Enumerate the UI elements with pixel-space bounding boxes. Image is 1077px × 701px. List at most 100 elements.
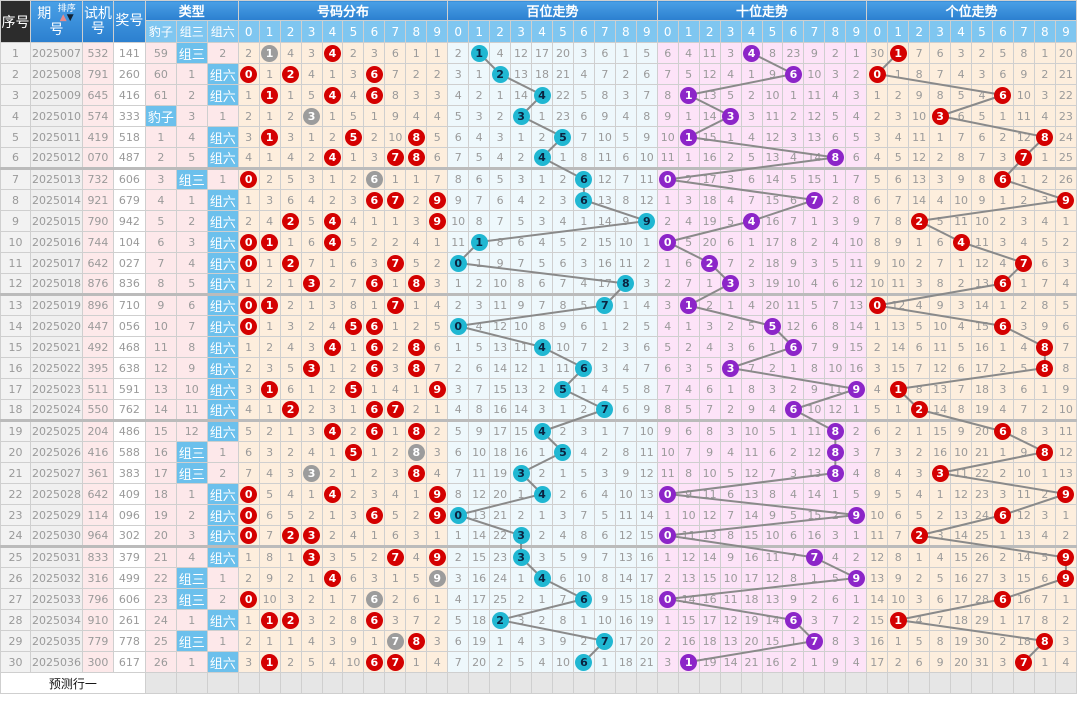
predict-cell[interactable] [1033,672,1056,694]
hundreds-cell: 17 [593,273,616,295]
header-issue-sort[interactable]: 期 排序 ▲▼ 号 [29,0,83,43]
tens-cell: 12 [677,545,700,568]
sort-toggle[interactable]: 排序 ▲▼ [58,5,76,23]
predict-cell[interactable] [971,672,993,694]
dist-ball: 1 [261,128,279,146]
predict-cell[interactable] [258,672,281,694]
dist-ball: 6 [365,317,383,335]
predict-cell[interactable] [531,672,553,694]
predict-cell[interactable] [489,672,512,694]
hundreds-cell: 6 [572,189,595,211]
units-cell: 8 [887,210,910,232]
predict-cell[interactable] [468,672,491,694]
tens-cell: 18 [761,252,784,274]
predict-cell[interactable] [677,672,700,694]
predict-cell[interactable] [803,672,826,694]
units-cell: 12 [1054,441,1077,463]
predict-cell[interactable] [614,672,637,694]
tens-cell: 1 [761,336,784,358]
table-row: 13 2025019 896 710 9 6 组六 0 1 2 1 3 8 1 7 1 4 2 3 11 9 7 8 5 7 1 4… [0,293,1077,316]
predict-cell[interactable] [740,672,763,694]
hundreds-cell: 20 [468,651,491,673]
predict-cell[interactable] [782,672,805,694]
tens-cell: 7 [803,189,826,211]
predict-cell[interactable] [1012,672,1035,694]
units-ball: 8 [1036,443,1054,461]
cell-issue: 2025023 [29,378,83,400]
hundreds-cell: 7 [551,273,574,295]
units-ball: 9 [1057,191,1075,209]
predict-cell[interactable] [300,672,323,694]
cell-test: 796 [81,588,114,610]
predict-cell[interactable] [363,672,386,694]
tens-cell: 2 [761,357,784,379]
hundreds-cell: 4 [551,525,574,547]
predict-cell[interactable] [887,672,910,694]
tens-cell: 7 [677,273,700,295]
hundreds-cell: 3 [447,378,470,400]
predict-cell[interactable] [405,672,428,694]
dist-cell: 1 [279,630,302,652]
predict-cell[interactable] [384,672,407,694]
predict-cell[interactable] [206,672,239,694]
hundreds-ball: 4 [533,485,551,503]
units-cell: 4 [866,378,889,400]
predict-cell[interactable] [279,672,302,694]
predict-cell[interactable] [635,672,658,694]
predict-cell[interactable] [929,672,952,694]
units-cell: 15 [950,545,973,568]
hundreds-cell: 3 [593,462,616,484]
dist-ball: 0 [240,527,258,544]
tens-cell: 7 [719,504,742,526]
predict-cell[interactable] [447,672,470,694]
units-cell: 3 [908,588,931,610]
sort-down-icon[interactable]: ▼ [66,13,74,23]
predict-cell[interactable] [342,672,365,694]
predict-cell[interactable] [237,672,260,694]
predict-cell[interactable] [908,672,931,694]
sort-up-icon[interactable]: ▲ [59,13,67,23]
predict-cell[interactable] [761,672,784,694]
predict-cell[interactable] [656,672,679,694]
hundreds-cell: 10 [447,210,470,232]
type-cell: 1 [175,63,208,85]
dist-cell: 2 [237,105,260,127]
predict-cell[interactable] [866,672,889,694]
cell-issue: 2025035 [29,630,83,652]
predict-cell[interactable] [698,672,721,694]
predict-cell[interactable] [551,672,574,694]
predict-cell[interactable] [144,672,177,694]
dist-cell: 9 [384,105,407,127]
hundreds-cell: 5 [510,651,533,673]
hundreds-ball: 3 [512,107,530,125]
predict-cell[interactable] [593,672,616,694]
predict-cell[interactable] [321,672,344,694]
hundreds-cell: 6 [635,63,658,85]
predict-cell[interactable] [1054,672,1077,694]
dist-cell: 3 [405,84,428,106]
header-test-a: 试机 [83,5,112,22]
hundreds-cell: 16 [614,609,637,631]
type-cell: 组六 [206,399,239,421]
predict-cell[interactable] [950,672,973,694]
tens-cell: 5 [824,567,847,589]
predict-cell[interactable] [991,672,1014,694]
header-dist: 号码分布 [237,0,449,21]
predict-cell[interactable] [426,672,449,694]
units-cell: 1 [929,483,952,505]
predict-cell[interactable] [510,672,533,694]
tens-cell: 1 [719,293,742,316]
predict-cell[interactable] [572,672,595,694]
predict-cell[interactable] [824,672,847,694]
tens-cell: 3 [677,357,700,379]
hundreds-cell: 18 [489,441,512,463]
predict-cell[interactable] [175,672,208,694]
tens-cell: 5 [698,357,721,379]
dist-cell: 1 [258,378,281,400]
predict-cell[interactable] [719,672,742,694]
predict-cell[interactable] [845,672,868,694]
tens-cell: 8 [677,462,700,484]
tens-cell: 2 [656,567,679,589]
header-type-2: 组六 [206,20,239,43]
hundreds-cell: 2 [468,84,491,106]
